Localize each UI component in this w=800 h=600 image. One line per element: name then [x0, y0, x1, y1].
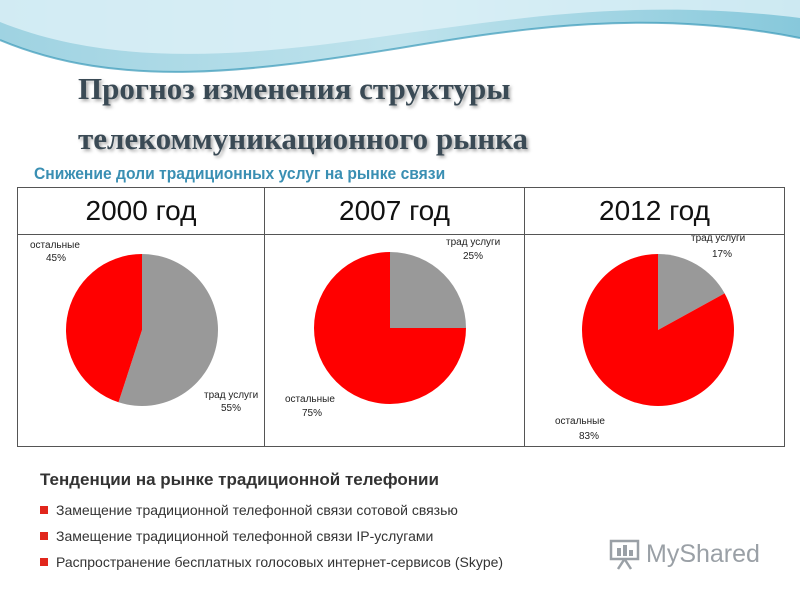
header-wave-decoration	[0, 0, 800, 73]
chart-column-2000: 2000 год остальные 45% трад услуги 55%	[18, 188, 265, 446]
pie-label-value-2007-other: 75%	[302, 408, 322, 419]
pie-label-name-2000-trad: трад услуги	[204, 390, 258, 401]
pie-label-name-2007-trad: трад услуги	[446, 237, 500, 248]
pie-slice-2000-other	[66, 254, 142, 403]
pie-slice-2012-other	[582, 254, 734, 406]
chart-column-2012: 2012 год трад услуги 17% остальные 83%	[525, 188, 784, 446]
chart-title-2012: 2012 год	[525, 188, 784, 235]
pie-slice-2007-other	[314, 252, 466, 404]
presentation-board-icon	[609, 539, 640, 570]
chart-title-2000: 2000 год	[18, 188, 264, 235]
trends-item-text: Распространение бесплатных голосовых инт…	[56, 554, 504, 570]
pie-label-name-2012-trad: трад услуги	[691, 235, 745, 244]
trends-item-text: Замещение традиционной телефонной связи …	[56, 502, 458, 518]
pie-label-name-2012-other: остальные	[555, 416, 605, 427]
chart-column-2007: 2007 год трад услуги 25% остальные 75%	[265, 188, 525, 446]
trends-item-text: Замещение традиционной телефонной связи …	[56, 528, 434, 544]
chart-title-2007: 2007 год	[265, 188, 524, 235]
square-bullet-icon	[40, 506, 48, 514]
pie-slice-2000-trad	[118, 254, 219, 406]
trends-list: Замещение традиционной телефонной связи …	[40, 500, 503, 578]
trends-heading: Тенденции на рынке традиционной телефони…	[40, 470, 439, 489]
pie-label-value-2000-trad: 55%	[221, 403, 241, 414]
watermark-text: MyShared	[646, 540, 760, 568]
slide-title: Прогноз изменения структуры телекоммуник…	[78, 64, 778, 164]
pie-chart-table: 2000 год остальные 45% трад услуги 55% 2…	[17, 187, 785, 447]
pie-chart-2007: трад услуги 25% остальные 75%	[285, 237, 500, 419]
pie-chart-2012: трад услуги 17% остальные 83%	[555, 235, 745, 442]
pie-label-value-2012-other: 83%	[579, 431, 599, 442]
pie-label-value-2000-other: 45%	[46, 253, 66, 264]
square-bullet-icon	[40, 558, 48, 566]
pie-label-name-2007-other: остальные	[285, 394, 335, 405]
trends-list-item: Замещение традиционной телефонной связи …	[40, 500, 503, 526]
watermark: MyShared	[608, 537, 768, 573]
slide-subtitle: Снижение доли традиционных услуг на рынк…	[34, 164, 446, 183]
trends-list-item: Замещение традиционной телефонной связи …	[40, 526, 503, 552]
pie-label-value-2007-trad: 25%	[463, 251, 483, 262]
trends-list-item: Распространение бесплатных голосовых инт…	[40, 552, 503, 578]
pie-label-value-2012-trad: 17%	[712, 249, 732, 260]
pie-slice-2007-trad	[390, 252, 466, 328]
pie-slice-2012-trad	[658, 254, 725, 330]
pie-chart-2000: остальные 45% трад услуги 55%	[30, 240, 258, 414]
slide-title-line-2: телекоммуникационного рынка	[78, 121, 529, 156]
pie-label-name-2000-other: остальные	[30, 240, 80, 251]
square-bullet-icon	[40, 532, 48, 540]
slide-title-line-1: Прогноз изменения структуры	[78, 71, 511, 106]
